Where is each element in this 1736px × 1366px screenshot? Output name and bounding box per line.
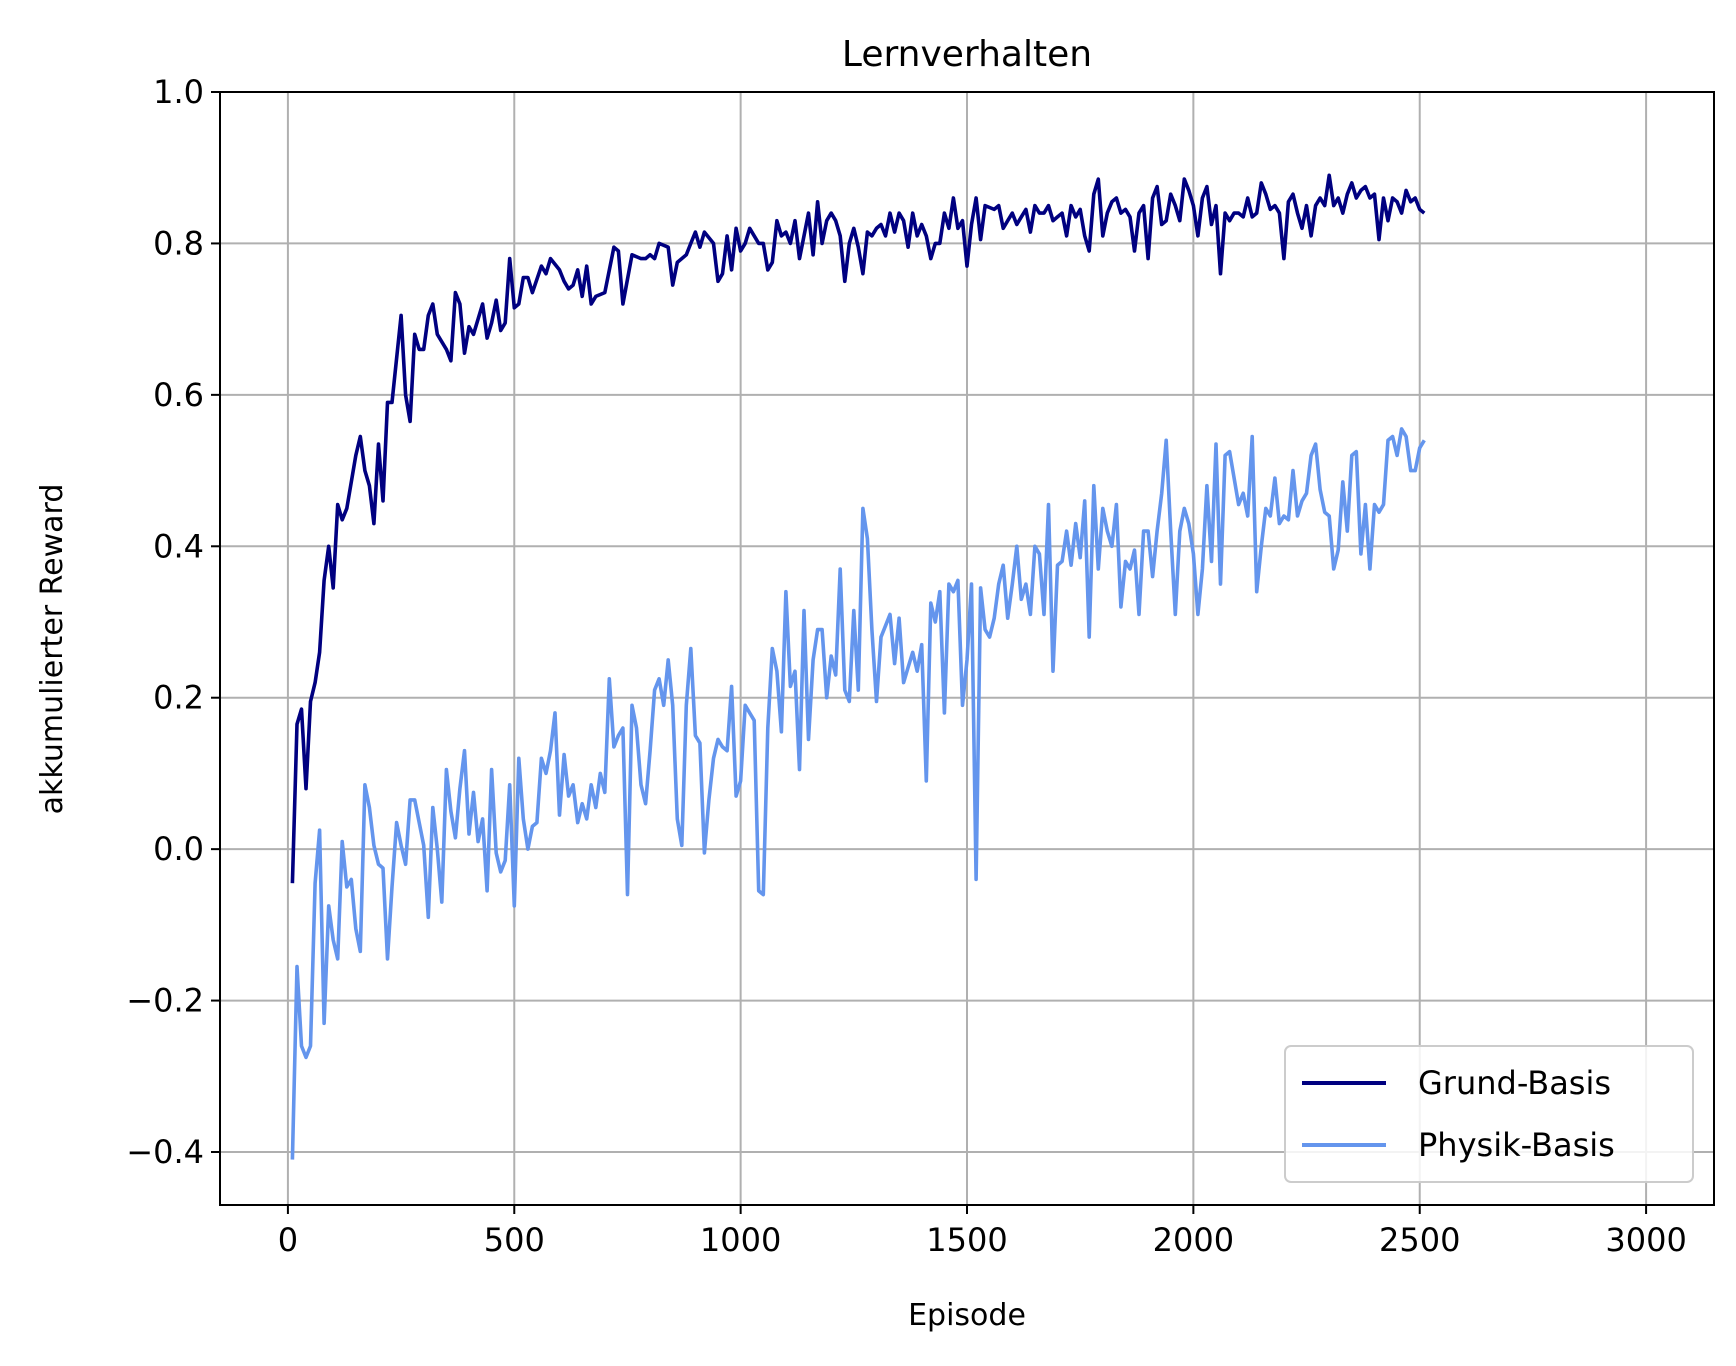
- series-line-grund-basis: [290, 173, 1426, 884]
- series-line-physik-basis: [290, 427, 1426, 1160]
- y-tick-label: −0.4: [126, 1133, 204, 1171]
- series-lines: [290, 173, 1426, 1160]
- y-tick-label: 0.2: [153, 679, 204, 717]
- legend-label-physik-basis: Physik-Basis: [1418, 1126, 1615, 1164]
- y-axis-label: akkumulierter Reward: [35, 484, 70, 815]
- y-tick-label: 0.8: [153, 224, 204, 262]
- y-tick-label: 1.0: [153, 73, 204, 111]
- x-tick-label: 3000: [1605, 1221, 1686, 1259]
- x-tick-label: 0: [278, 1221, 298, 1259]
- x-tick-label: 2500: [1379, 1221, 1460, 1259]
- x-tick-label: 2000: [1153, 1221, 1234, 1259]
- y-tick-label: 0.0: [153, 830, 204, 868]
- x-tick-label: 1000: [700, 1221, 781, 1259]
- legend-label-grund-basis: Grund-Basis: [1418, 1064, 1611, 1102]
- x-tick-label: 500: [484, 1221, 545, 1259]
- axis-ticks: 0 500 1000 1500 2000 2500 3000 −0.4 −0.2 0.0 0.2 0.…: [126, 73, 1687, 1259]
- x-axis-label: Episode: [908, 1298, 1026, 1333]
- legend-box: [1284, 1045, 1694, 1183]
- legend: Grund-Basis Physik-Basis: [1284, 1045, 1694, 1183]
- x-tick-label: 1500: [926, 1221, 1007, 1259]
- y-tick-label: 0.6: [153, 376, 204, 414]
- y-tick-label: 0.4: [153, 527, 204, 565]
- y-tick-label: −0.2: [126, 982, 204, 1020]
- chart-title: Lernverhalten: [842, 34, 1092, 75]
